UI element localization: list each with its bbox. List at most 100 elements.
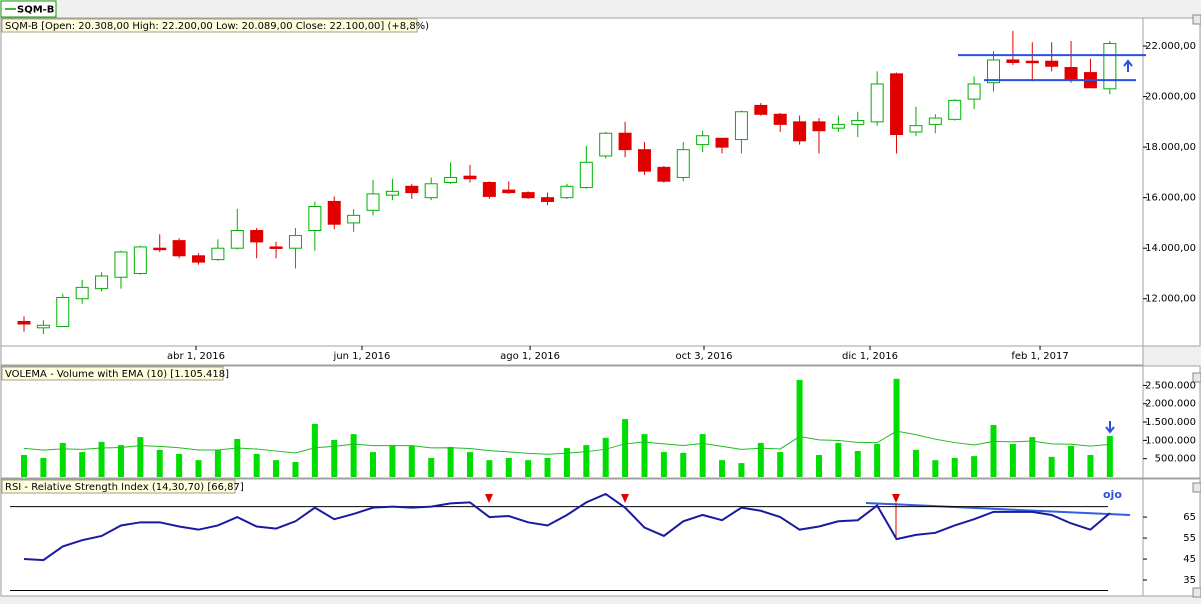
signal-marker — [621, 494, 629, 503]
candle-body — [1045, 60, 1059, 67]
panel-button[interactable] — [1192, 372, 1201, 383]
candle-body — [385, 190, 399, 196]
candle-body — [482, 182, 496, 197]
volume-bar — [331, 440, 338, 477]
volume-bar — [21, 455, 27, 477]
volume-bar — [370, 452, 377, 477]
annotation: ojo — [1103, 488, 1122, 501]
candle-body — [967, 83, 981, 100]
rsi-axis — [1142, 478, 1201, 597]
symbol-tab[interactable] — [0, 0, 57, 18]
y-tick-label: 65 — [1183, 512, 1196, 523]
y-tick-label: 1.500.000 — [1145, 417, 1196, 428]
candle-body — [754, 104, 768, 115]
x-tick-label: feb 1, 2017 — [1011, 351, 1068, 362]
signal-marker — [485, 494, 493, 503]
volume-bar — [505, 457, 512, 477]
candle-body — [56, 296, 70, 328]
up-arrow — [1123, 59, 1133, 72]
y-tick-label: 20.000,00 — [1145, 92, 1196, 103]
candle-body — [870, 83, 884, 123]
volume-bar — [893, 378, 900, 477]
tab-label[interactable]: SQM-B — [17, 5, 54, 16]
volume-bar — [563, 448, 570, 477]
candle-body — [734, 111, 748, 141]
rsi-panel — [0, 478, 1144, 597]
volume-bar — [486, 460, 493, 477]
candle-body — [851, 120, 865, 125]
volume-bar — [971, 456, 978, 477]
rsi-trendline — [865, 502, 1131, 516]
volume-bar — [311, 423, 318, 477]
volume-bar — [544, 457, 551, 477]
volume-bar — [117, 445, 124, 477]
candle-body — [890, 73, 904, 135]
rsi-line — [23, 492, 1111, 562]
candle-body — [599, 132, 613, 157]
price-title: SQM-B [Open: 20.308,00 High: 22.200,00 L… — [5, 21, 429, 32]
volume-bar — [583, 445, 590, 477]
panel-button[interactable] — [1192, 482, 1201, 493]
panel-buttons — [1192, 14, 1201, 598]
volume-bar — [1068, 445, 1075, 477]
volume-bar — [1087, 455, 1094, 477]
candle-body — [1064, 67, 1078, 81]
volume-bar — [214, 449, 221, 477]
panel-button[interactable] — [1192, 587, 1201, 598]
candle-body — [269, 246, 283, 249]
candle-body — [987, 59, 1000, 84]
candle-body — [75, 286, 89, 300]
volume-bar — [1009, 444, 1016, 477]
candle-body — [308, 206, 322, 232]
y-tick-label: 500.000 — [1155, 454, 1196, 465]
volume-bar — [932, 460, 939, 477]
y-tick-label: 1.000.000 — [1145, 435, 1196, 446]
candle-body — [230, 230, 244, 249]
panel-button[interactable] — [1192, 14, 1201, 25]
volume-bar — [273, 460, 280, 477]
volume-bar — [234, 438, 241, 477]
candle-body — [17, 320, 31, 325]
volume-bar — [990, 424, 997, 477]
candle-body — [831, 123, 845, 129]
volume-bar — [680, 452, 687, 477]
volume-bar — [912, 449, 919, 477]
volume-bar — [292, 461, 299, 477]
volume-bar — [1029, 437, 1036, 477]
candle-body — [36, 324, 50, 329]
volume-bar — [815, 455, 822, 477]
volume-bar — [951, 457, 958, 477]
volume-bar — [176, 453, 183, 477]
price-panel — [0, 17, 1144, 347]
candle-body — [715, 137, 729, 148]
volume-bar — [641, 434, 648, 477]
volume-bar — [1048, 456, 1055, 477]
x-tick-label: dic 1, 2016 — [842, 351, 898, 362]
volume-bar — [59, 442, 66, 477]
volume-bar — [79, 452, 86, 477]
candle-body — [773, 113, 787, 125]
volume-bar — [835, 442, 842, 477]
candle-body — [114, 251, 128, 278]
volume-bar — [796, 379, 803, 477]
price-axis — [1142, 17, 1201, 347]
y-tick-label: 55 — [1183, 533, 1196, 544]
date-axis — [0, 345, 1144, 366]
candle-body — [405, 185, 419, 194]
candle-body — [95, 275, 109, 290]
y-tick-label: 16.000,00 — [1145, 193, 1196, 204]
candle-body — [793, 121, 807, 142]
volume-bar — [699, 434, 706, 477]
down-arrow — [1105, 421, 1115, 434]
volume-bar — [428, 457, 435, 477]
candle-body — [502, 189, 516, 194]
candle-body — [172, 240, 186, 257]
x-tick-label: jun 1, 2016 — [333, 351, 391, 362]
candle-body — [579, 161, 593, 189]
volume-bar — [757, 442, 764, 477]
candle-body — [618, 132, 632, 151]
candle-body — [366, 193, 380, 211]
y-tick-label: 2.500.000 — [1145, 380, 1196, 391]
candle-body — [637, 149, 651, 172]
volume-bar — [777, 452, 784, 477]
